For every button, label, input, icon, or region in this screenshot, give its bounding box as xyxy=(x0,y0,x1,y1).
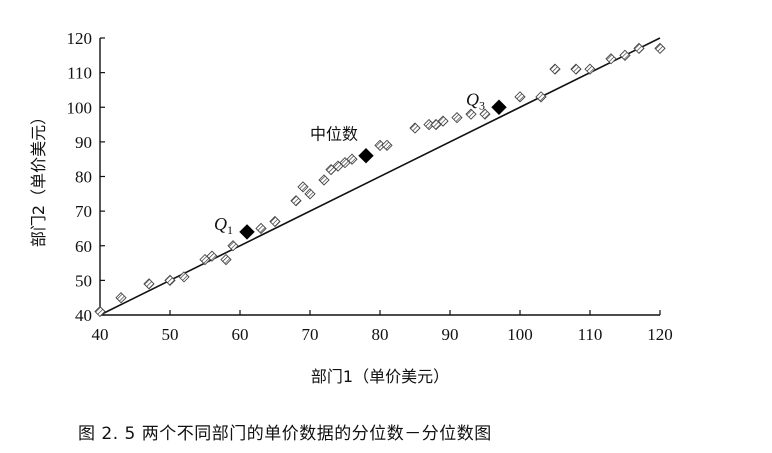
data-point xyxy=(304,188,316,200)
x-ticks: 40 50 60 70 80 90 100 110 120 xyxy=(92,310,673,344)
data-point xyxy=(220,253,232,266)
quantile-label: Q3 xyxy=(466,89,485,112)
y-tick-label: 90 xyxy=(75,133,92,152)
data-point xyxy=(549,63,561,75)
y-axis-title: 部门2（单价美元） xyxy=(29,109,48,247)
y-tick-label: 110 xyxy=(67,64,92,83)
data-point xyxy=(619,49,631,61)
x-tick-label: 80 xyxy=(372,325,389,344)
data-point xyxy=(605,53,617,65)
data-point xyxy=(290,195,302,207)
y-ticks: 40 50 60 70 80 90 100 110 120 xyxy=(67,29,105,325)
x-tick-label: 70 xyxy=(302,325,319,344)
qq-plot: 40 50 60 70 80 90 100 110 120 40 50 60 70 80 90 100 110… xyxy=(29,29,673,386)
x-tick-label: 40 xyxy=(92,325,109,344)
data-point xyxy=(143,278,155,290)
y-tick-label: 100 xyxy=(67,98,93,117)
x-axis-title: 部门1（单价美元） xyxy=(311,367,449,386)
quantile-marker xyxy=(239,224,255,240)
data-point xyxy=(178,271,190,283)
x-tick-label: 120 xyxy=(647,325,673,344)
x-tick-label: 90 xyxy=(442,325,459,344)
data-point xyxy=(654,42,666,55)
quantile-marker xyxy=(358,148,374,164)
data-point xyxy=(465,108,477,120)
figure-caption: 图 2. 5 两个不同部门的单价数据的分位数－分位数图 xyxy=(78,424,492,444)
data-point xyxy=(437,115,449,127)
data-point xyxy=(451,112,463,124)
x-tick-label: 110 xyxy=(578,325,603,344)
data-point xyxy=(94,305,106,318)
y-tick-label: 70 xyxy=(75,202,92,221)
data-points xyxy=(94,42,666,318)
quantile-marker xyxy=(491,99,507,115)
y-tick-label: 50 xyxy=(75,271,92,290)
y-tick-label: 60 xyxy=(75,237,92,256)
data-point xyxy=(255,222,267,235)
data-point xyxy=(206,250,218,262)
data-point xyxy=(297,181,309,193)
data-point xyxy=(269,215,281,228)
data-point xyxy=(227,240,239,252)
data-point xyxy=(409,122,421,134)
data-point xyxy=(346,153,358,165)
y-tick-label: 80 xyxy=(75,168,92,187)
data-point xyxy=(115,292,127,304)
reference-line xyxy=(99,37,661,316)
x-tick-label: 100 xyxy=(507,325,533,344)
x-tick-label: 60 xyxy=(232,325,249,344)
data-point xyxy=(479,108,491,120)
quantile-label: Q1 xyxy=(214,214,233,237)
data-point xyxy=(164,274,176,287)
y-tick-label: 40 xyxy=(75,306,92,325)
data-point xyxy=(318,174,330,186)
reference-line-group xyxy=(99,37,661,316)
data-point xyxy=(514,91,526,103)
data-point xyxy=(633,42,645,55)
median-label: 中位数 xyxy=(310,125,358,144)
data-point xyxy=(570,63,582,75)
y-tick-label: 120 xyxy=(67,29,93,48)
quantile-markers: Q1 中位数 Q3 xyxy=(214,89,507,240)
data-point xyxy=(381,139,393,151)
data-point xyxy=(584,63,596,75)
data-point xyxy=(535,91,547,103)
x-tick-label: 50 xyxy=(162,325,179,344)
